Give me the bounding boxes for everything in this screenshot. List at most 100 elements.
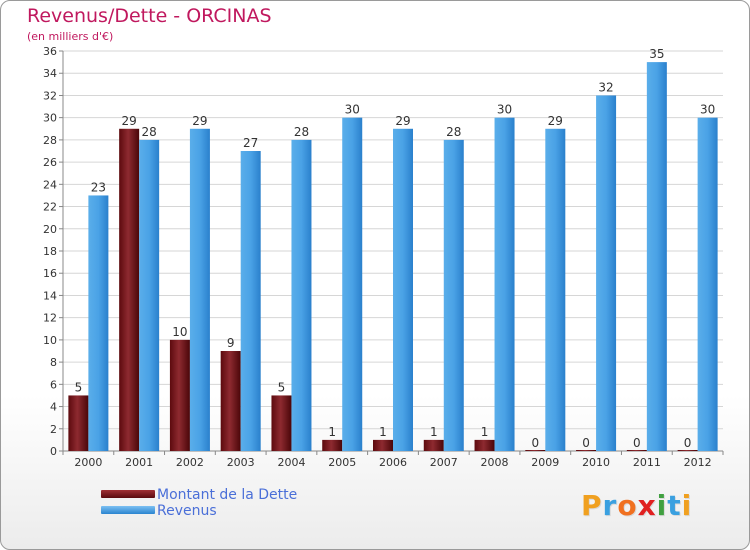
bar-dette [119, 128, 140, 451]
value-label-dette: 5 [278, 380, 286, 394]
value-label-dette: 1 [328, 425, 336, 439]
chart-subtitle: (en milliers d'€) [27, 30, 114, 43]
legend-swatch-revenus [101, 506, 155, 514]
bar-revenus [545, 128, 566, 451]
x-tick-label: 2002 [176, 456, 204, 469]
y-tick-label: 12 [43, 312, 57, 325]
bar-dette [474, 439, 495, 451]
y-tick-label: 10 [43, 334, 57, 347]
bar-dette [576, 450, 597, 451]
x-tick-label: 2010 [582, 456, 610, 469]
value-label-dette: 0 [582, 436, 590, 450]
y-tick-label: 8 [50, 356, 57, 369]
bar-revenus [240, 151, 261, 451]
x-tick-label: 2000 [74, 456, 102, 469]
y-tick-label: 4 [50, 401, 57, 414]
value-label-revenus: 28 [294, 125, 309, 139]
value-label-revenus: 32 [598, 80, 613, 94]
value-label-revenus: 29 [548, 114, 563, 128]
y-tick-label: 26 [43, 156, 57, 169]
y-tick-label: 28 [43, 134, 57, 147]
value-label-revenus: 23 [91, 180, 106, 194]
bar-revenus [697, 117, 718, 452]
bar-revenus [494, 117, 515, 452]
value-label-revenus: 29 [395, 114, 410, 128]
x-tick-label: 2012 [684, 456, 712, 469]
bar-dette [423, 439, 444, 451]
value-label-dette: 0 [531, 436, 539, 450]
bar-revenus [189, 128, 210, 451]
bar-revenus [139, 139, 160, 451]
logo-letter: i [656, 489, 668, 522]
value-label-dette: 0 [684, 436, 692, 450]
y-tick-label: 20 [43, 223, 57, 236]
bar-chart: 0246810121416182022242628303234362000523… [43, 45, 724, 469]
y-tick-label: 32 [43, 89, 57, 102]
x-tick-label: 2005 [328, 456, 356, 469]
value-label-dette: 10 [172, 325, 187, 339]
value-label-revenus: 30 [345, 103, 360, 117]
logo-letter: P [581, 489, 603, 522]
value-label-revenus: 29 [192, 114, 207, 128]
bar-dette [322, 439, 343, 451]
x-tick-label: 2007 [430, 456, 458, 469]
value-label-dette: 1 [430, 425, 438, 439]
logo-letter: o [617, 489, 638, 522]
bar-revenus [291, 139, 312, 451]
logo-letter: r [602, 489, 618, 522]
y-tick-label: 2 [50, 423, 57, 436]
bar-revenus [88, 195, 109, 451]
y-tick-label: 14 [43, 289, 57, 302]
y-tick-label: 16 [43, 267, 57, 280]
y-tick-label: 18 [43, 245, 57, 258]
bar-dette [525, 450, 546, 451]
value-label-revenus: 28 [142, 125, 157, 139]
value-label-dette: 9 [227, 336, 235, 350]
logo-letter: t [667, 489, 682, 522]
bar-dette [373, 439, 393, 451]
logo-letter: i [681, 489, 693, 522]
value-label-revenus: 30 [700, 103, 715, 117]
y-tick-label: 0 [50, 445, 57, 458]
x-tick-label: 2011 [633, 456, 661, 469]
value-label-dette: 29 [122, 114, 137, 128]
value-label-dette: 1 [379, 425, 387, 439]
chart-title: Revenus/Dette - ORCINAS [27, 5, 272, 27]
value-label-dette: 1 [481, 425, 489, 439]
bar-dette [677, 450, 698, 451]
bar-revenus [393, 128, 413, 451]
bar-dette [68, 395, 89, 451]
y-tick-label: 30 [43, 112, 57, 125]
x-tick-label: 2003 [227, 456, 255, 469]
x-tick-label: 2004 [277, 456, 305, 469]
value-label-revenus: 28 [446, 125, 461, 139]
proxiti-logo: Proxiti [581, 489, 692, 522]
x-tick-label: 2006 [379, 456, 407, 469]
bar-revenus [596, 95, 617, 451]
bar-dette [271, 395, 292, 451]
value-label-revenus: 27 [243, 136, 258, 150]
value-label-revenus: 30 [497, 103, 512, 117]
y-tick-label: 34 [43, 67, 57, 80]
value-label-dette: 0 [633, 436, 641, 450]
bar-revenus [443, 139, 464, 451]
x-tick-label: 2008 [481, 456, 509, 469]
value-label-revenus: 35 [649, 47, 664, 61]
legend-label-revenus: Revenus [157, 503, 217, 519]
y-tick-label: 36 [43, 45, 57, 58]
bar-dette [169, 339, 190, 451]
y-tick-label: 6 [50, 378, 57, 391]
legend-swatch-dette [101, 490, 155, 498]
x-tick-label: 2009 [531, 456, 559, 469]
legend-label-dette: Montant de la Dette [157, 487, 298, 503]
value-label-dette: 5 [75, 380, 83, 394]
x-tick-label: 2001 [125, 456, 153, 469]
y-tick-label: 24 [43, 178, 57, 191]
bar-dette [626, 450, 647, 451]
bar-revenus [646, 62, 667, 451]
logo-letter: x [637, 489, 657, 522]
bar-dette [220, 351, 241, 451]
bar-revenus [342, 117, 363, 452]
y-tick-label: 22 [43, 201, 57, 214]
